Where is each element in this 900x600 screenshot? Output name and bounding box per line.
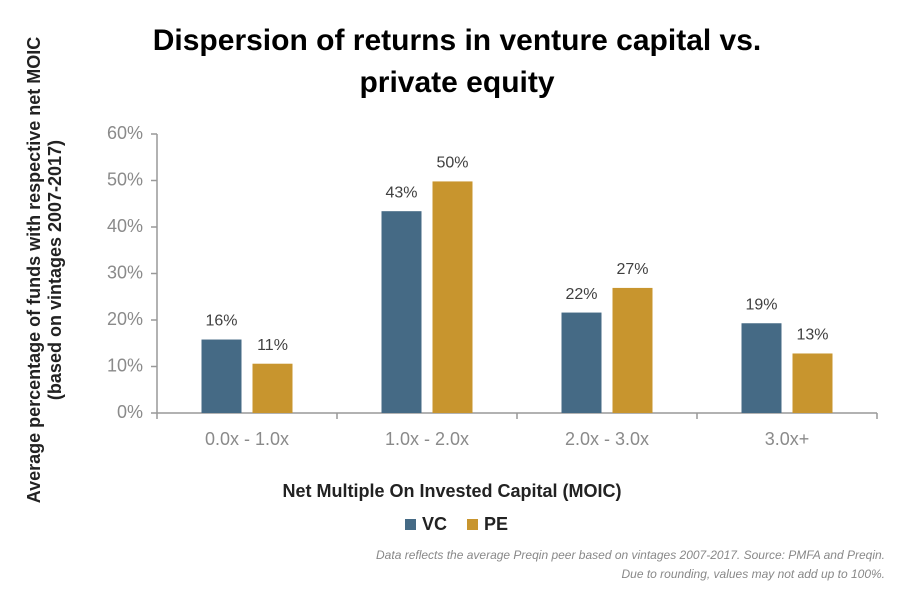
value-label: 43% (385, 184, 417, 201)
legend-label: VC (422, 514, 447, 534)
bar (252, 363, 293, 413)
bar (201, 339, 242, 413)
note: Data reflects the average Preqin peer ba… (376, 548, 885, 562)
y-tick-label: 40% (107, 216, 143, 236)
y-tick-label: 50% (107, 169, 143, 189)
value-label: 27% (616, 261, 648, 278)
y-tick-label: 20% (107, 309, 143, 329)
bar (432, 181, 473, 413)
value-label: 11% (257, 337, 288, 354)
x-tick-label: 1.0x - 2.0x (385, 429, 469, 449)
bar (381, 211, 422, 413)
value-label: 13% (796, 327, 828, 344)
bar (612, 287, 653, 413)
legend-swatch (405, 519, 416, 530)
value-label: 16% (205, 313, 237, 330)
y-tick-label: 0% (117, 402, 143, 422)
chart-title: Dispersion of returns in venture capital… (152, 24, 762, 99)
x-tick-label: 3.0x+ (765, 429, 810, 449)
y-tick-label: 30% (107, 262, 143, 282)
x-tick-label: 0.0x - 1.0x (205, 429, 289, 449)
note: Due to rounding, values may not add up t… (621, 567, 885, 581)
legend-label: PE (484, 514, 508, 534)
value-label: 19% (745, 296, 777, 313)
x-axis-title: Net Multiple On Invested Capital (MOIC) (282, 481, 621, 501)
legend-swatch (467, 519, 478, 530)
y-tick-label: 10% (107, 355, 143, 375)
bar (792, 353, 833, 413)
x-tick-label: 2.0x - 3.0x (565, 429, 649, 449)
bar (561, 312, 602, 413)
value-label: 50% (436, 155, 468, 172)
bar (741, 323, 782, 413)
y-tick-label: 60% (107, 123, 143, 143)
value-label: 22% (565, 286, 597, 303)
